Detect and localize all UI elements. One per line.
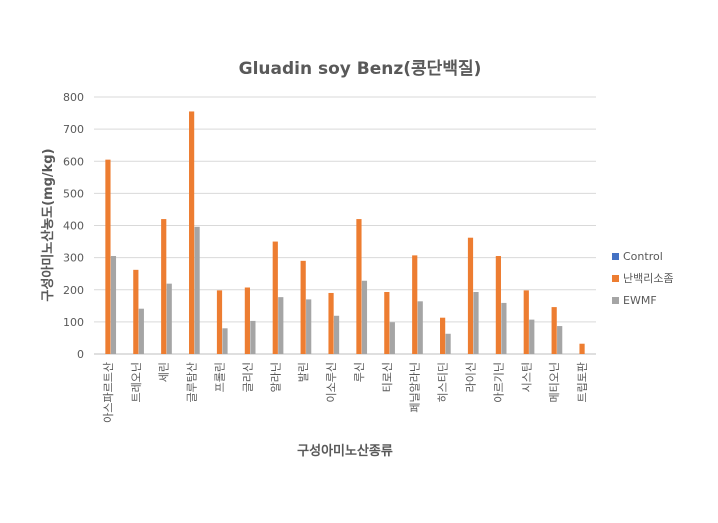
bar-EWMF-아르기닌 xyxy=(501,302,507,354)
gridlines xyxy=(94,96,596,355)
bar-EWMF-시스틴 xyxy=(529,319,535,354)
bar-난백리소좀-발린 xyxy=(300,260,306,354)
legend-swatch xyxy=(612,253,619,260)
bar-난백리소좀-아스파르트산 xyxy=(105,159,111,354)
x-tick-label: 히스티딘 xyxy=(436,362,450,402)
bar-난백리소좀-루신 xyxy=(356,219,362,354)
bar-EWMF-세린 xyxy=(166,283,172,354)
y-tick-label: 300 xyxy=(63,252,84,265)
legend: Control 난백리소좀 EWMF xyxy=(612,250,674,307)
x-tick-labels: 아스파르트산 트레오닌 세린 글루탐산 프롤린 글리신 알라닌 발린 이소루신 루신 티로신 페닐알라… xyxy=(102,362,589,423)
bar-난백리소좀-티로신 xyxy=(384,291,390,354)
bar-난백리소좀-프롤린 xyxy=(216,290,223,354)
y-tick-labels: 0 100 200 300 400 500 600 700 800 xyxy=(63,91,84,361)
x-tick-label: 글루탐산 xyxy=(186,362,199,402)
y-tick-label: 600 xyxy=(63,155,84,168)
x-tick-label: 아르기닌 xyxy=(492,362,505,402)
bars xyxy=(105,111,585,354)
y-tick-label: 500 xyxy=(63,187,84,200)
x-tick-label: 프롤린 xyxy=(214,362,227,392)
bar-EWMF-프롤린 xyxy=(222,328,228,354)
bar-EWMF-글루탐산 xyxy=(194,226,200,354)
bar-난백리소좀-시스틴 xyxy=(523,290,529,354)
legend-label: Control xyxy=(623,250,663,263)
bar-난백리소좀-글루탐산 xyxy=(189,111,195,354)
bar-난백리소좀-메티오닌 xyxy=(551,307,557,354)
legend-label: EWMF xyxy=(623,294,657,307)
y-tick-label: 400 xyxy=(63,220,84,233)
y-tick-label: 100 xyxy=(63,316,84,329)
y-tick-label: 200 xyxy=(63,284,84,297)
x-tick-label: 메티오닌 xyxy=(548,362,561,402)
x-tick-label: 라이신 xyxy=(465,362,478,392)
y-tick-label: 800 xyxy=(63,91,84,104)
bar-난백리소좀-트레오닌 xyxy=(133,269,139,354)
y-axis-title: 구성아미노산농도(mg/kg) xyxy=(40,148,56,301)
bar-난백리소좀-알라닌 xyxy=(272,241,278,354)
bar-EWMF-히스티딘 xyxy=(445,333,451,354)
bar-EWMF-티로신 xyxy=(389,322,395,354)
bar-난백리소좀-페닐알라닌 xyxy=(412,255,418,354)
x-tick-label: 아스파르트산 xyxy=(102,362,115,423)
bar-EWMF-페닐알라닌 xyxy=(417,301,423,354)
legend-label: 난백리소좀 xyxy=(623,272,674,285)
bar-EWMF-이소루신 xyxy=(333,315,340,354)
bar-난백리소좀-트립토판 xyxy=(579,343,585,354)
x-tick-label: 트레오닌 xyxy=(130,362,143,402)
x-axis-title: 구성아미노산종류 xyxy=(297,443,393,459)
x-tick-label: 루신 xyxy=(353,362,366,382)
bar-EWMF-메티오닌 xyxy=(557,326,563,354)
chart-title: Gluadin soy Benz(콩단백질) xyxy=(239,58,482,79)
y-tick-label: 700 xyxy=(63,123,84,136)
x-tick-label: 알라닌 xyxy=(268,362,282,392)
bar-EWMF-발린 xyxy=(306,299,312,354)
legend-swatch xyxy=(612,275,619,282)
x-tick-label: 글리신 xyxy=(241,362,254,392)
bar-EWMF-라이신 xyxy=(473,291,479,354)
bar-난백리소좀-아르기닌 xyxy=(495,256,501,354)
bar-EWMF-루신 xyxy=(361,280,368,354)
bar-EWMF-알라닌 xyxy=(278,297,284,354)
x-tick-label: 시스틴 xyxy=(520,362,533,392)
x-tick-label: 이소루신 xyxy=(325,362,338,402)
x-tick-label: 페닐알라닌 xyxy=(408,362,422,413)
legend-swatch xyxy=(612,297,619,304)
bar-난백리소좀-히스티딘 xyxy=(440,317,446,354)
x-tick-label: 발린 xyxy=(297,362,310,382)
x-tick-label: 세린 xyxy=(158,362,171,382)
bar-EWMF-아스파르트산 xyxy=(110,256,117,354)
bar-EWMF-글리신 xyxy=(250,320,256,354)
bar-난백리소좀-글리신 xyxy=(244,287,250,354)
y-tick-label: 0 xyxy=(77,348,84,361)
x-tick-label: 트립토판 xyxy=(576,362,589,402)
x-tick-label: 티로신 xyxy=(381,362,394,392)
bar-EWMF-트레오닌 xyxy=(138,308,144,354)
bar-난백리소좀-라이신 xyxy=(467,237,474,354)
bar-난백리소좀-세린 xyxy=(161,219,167,354)
bar-난백리소좀-이소루신 xyxy=(328,292,334,354)
